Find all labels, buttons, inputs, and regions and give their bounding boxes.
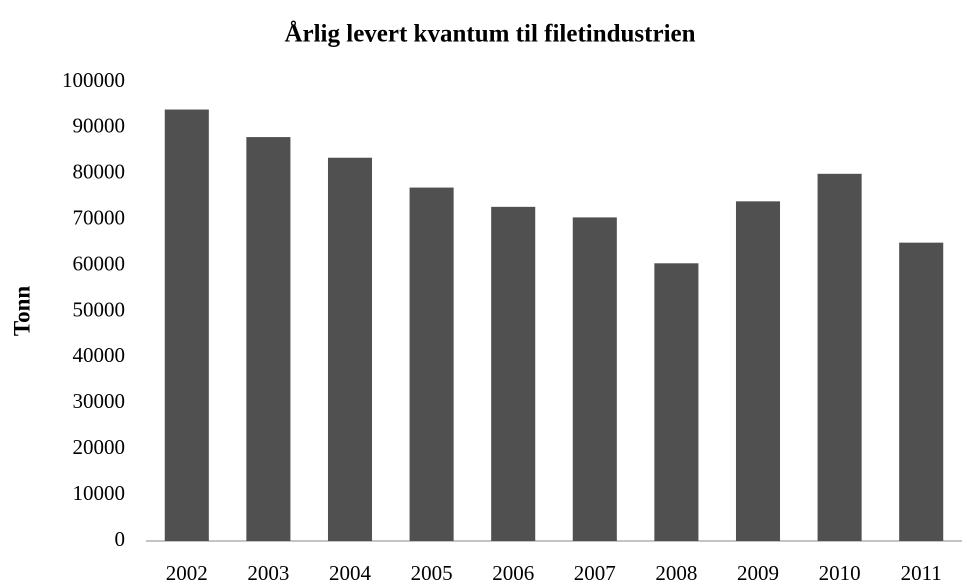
y-tick-label: 80000: [73, 160, 126, 184]
x-tick-label: 2003: [247, 561, 289, 583]
bar: [572, 217, 617, 541]
y-tick-label: 40000: [73, 343, 126, 367]
chart-title: Årlig levert kvantum til filetindustrien: [284, 20, 695, 48]
bar: [735, 201, 781, 541]
x-tick-label: 2002: [166, 561, 208, 583]
x-tick-label: 2004: [329, 561, 372, 583]
y-tick-label: 10000: [73, 481, 126, 505]
x-tick-label: 2005: [411, 561, 453, 583]
x-tick-label: 2006: [492, 561, 534, 583]
bar: [164, 109, 209, 541]
x-tick-label: 2010: [819, 561, 861, 583]
bar: [491, 206, 536, 541]
x-tick-label: 2007: [574, 561, 616, 583]
bar: [246, 137, 291, 541]
bar: [817, 173, 862, 542]
y-tick-label: 0: [115, 527, 126, 551]
y-tick-label: 50000: [73, 297, 126, 321]
y-tick-label: 70000: [73, 206, 126, 230]
y-axis-title: Tonn: [9, 286, 34, 337]
bar: [409, 187, 454, 541]
x-tick-label: 2008: [655, 561, 697, 583]
bar: [654, 263, 699, 541]
y-tick-label: 30000: [73, 389, 126, 413]
bar: [899, 242, 944, 541]
y-tick-label: 100000: [62, 68, 125, 92]
y-tick-label: 90000: [73, 114, 126, 138]
x-tick-label: 2009: [737, 561, 779, 583]
y-tick-label: 60000: [73, 251, 126, 275]
bar: [327, 157, 373, 542]
x-tick-label: 2011: [901, 561, 942, 583]
y-tick-label: 20000: [73, 435, 126, 459]
